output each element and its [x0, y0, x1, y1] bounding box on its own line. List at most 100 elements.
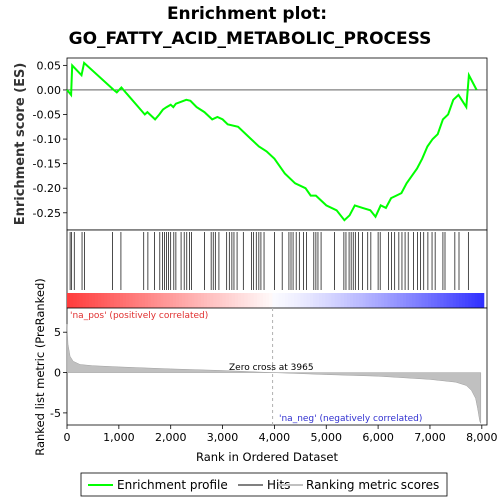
pos-correlation-label: 'na_pos' (positively correlated) [70, 311, 208, 321]
es-ytick-label: 0.05 [37, 59, 62, 72]
zero-cross-label: Zero cross at 3965 [229, 363, 314, 373]
xtick-label: 8,000 [466, 431, 498, 444]
heat-segment [278, 293, 283, 308]
heat-segment [340, 293, 345, 308]
heat-segment [356, 293, 360, 308]
heat-segment [390, 293, 395, 308]
xtick-label: 4,000 [259, 431, 291, 444]
heat-segment [116, 293, 121, 308]
heat-segment [123, 293, 127, 308]
heat-segment [144, 293, 149, 308]
heat-segment [353, 293, 357, 308]
heat-segment [241, 293, 245, 308]
xtick-label: 0 [64, 431, 71, 444]
heat-segment [440, 293, 444, 308]
chart-title-line1: Enrichment plot: [167, 4, 327, 24]
metric-panel: 50-5 0 1,000 2,000 3,000 4,000 5,000 6,000 7,00… [33, 278, 498, 464]
heat-segment [151, 293, 155, 308]
heat-segment [434, 293, 438, 308]
heat-segment [79, 293, 83, 308]
heat-segment [154, 293, 158, 308]
heat-segment [67, 293, 71, 308]
heat-segment [319, 293, 323, 308]
heat-segment [182, 293, 186, 308]
heat-segment [443, 293, 447, 308]
heat-segment [263, 293, 267, 308]
heat-segment [73, 293, 77, 308]
heat-segment [455, 293, 460, 308]
heat-segment [449, 293, 454, 308]
heat-segment [399, 293, 404, 308]
heat-segment [446, 293, 451, 308]
heat-segment [228, 293, 233, 308]
neg-correlation-label: 'na_neg' (negatively correlated) [279, 414, 422, 424]
heat-segment [427, 293, 432, 308]
heat-segment [166, 293, 171, 308]
heat-segment [88, 293, 93, 308]
xtick-label: 2,000 [155, 431, 187, 444]
heat-segment [132, 293, 136, 308]
heat-segment [244, 293, 248, 308]
heat-segment [119, 293, 124, 308]
heat-segment [82, 293, 87, 308]
legend-metric-label: Ranking metric scores [306, 478, 439, 492]
heat-segment [194, 293, 199, 308]
heat-segment [297, 293, 301, 308]
heat-segment [474, 293, 479, 308]
heat-segment [312, 293, 317, 308]
metric-ytick-label: 5 [54, 326, 61, 339]
heat-segment [294, 293, 298, 308]
heat-segment [415, 293, 419, 308]
heat-segment [197, 293, 202, 308]
heat-segment [325, 293, 329, 308]
heat-segment [387, 293, 391, 308]
es-ytick-label: -0.05 [33, 109, 61, 122]
heat-segment [431, 293, 435, 308]
heat-segment [207, 293, 211, 308]
heat-segment [468, 293, 472, 308]
heat-segment [101, 293, 105, 308]
heat-segment [381, 293, 385, 308]
heat-segment [76, 293, 80, 308]
heat-segment [409, 293, 413, 308]
heat-segment [334, 293, 339, 308]
heat-segment [179, 293, 183, 308]
heat-segment [175, 293, 180, 308]
heat-segment [95, 293, 99, 308]
heat-segment [163, 293, 167, 308]
heat-segment [418, 293, 423, 308]
xtick-label: 7,000 [414, 431, 446, 444]
heat-segment [306, 293, 311, 308]
heat-segment [406, 293, 410, 308]
heat-segment [375, 293, 379, 308]
heat-segment [384, 293, 388, 308]
heat-segment [412, 293, 416, 308]
heat-segment [300, 293, 304, 308]
heat-segment [291, 293, 295, 308]
heat-segment [287, 293, 292, 308]
heat-segment [266, 293, 270, 308]
heat-segment [107, 293, 111, 308]
heat-segment [315, 293, 320, 308]
heat-segment [98, 293, 102, 308]
heat-segment [203, 293, 208, 308]
heat-segment [337, 293, 342, 308]
heat-segment [331, 293, 335, 308]
es-profile-line [66, 60, 478, 222]
heat-segment [216, 293, 220, 308]
metric-xlabel: Rank in Ordered Dataset [196, 450, 339, 464]
heat-segment [259, 293, 264, 308]
heat-segment [424, 293, 429, 308]
heat-segment [91, 293, 96, 308]
heat-segment [393, 293, 398, 308]
heat-segment [403, 293, 407, 308]
es-ytick-label: -0.25 [33, 207, 61, 220]
heat-segment [328, 293, 332, 308]
heat-segment [256, 293, 261, 308]
heat-segment [365, 293, 370, 308]
heat-segment [247, 293, 251, 308]
heat-segment [480, 293, 485, 308]
xtick-label: 5,000 [311, 431, 343, 444]
es-ytick-label: 0.00 [37, 84, 62, 97]
